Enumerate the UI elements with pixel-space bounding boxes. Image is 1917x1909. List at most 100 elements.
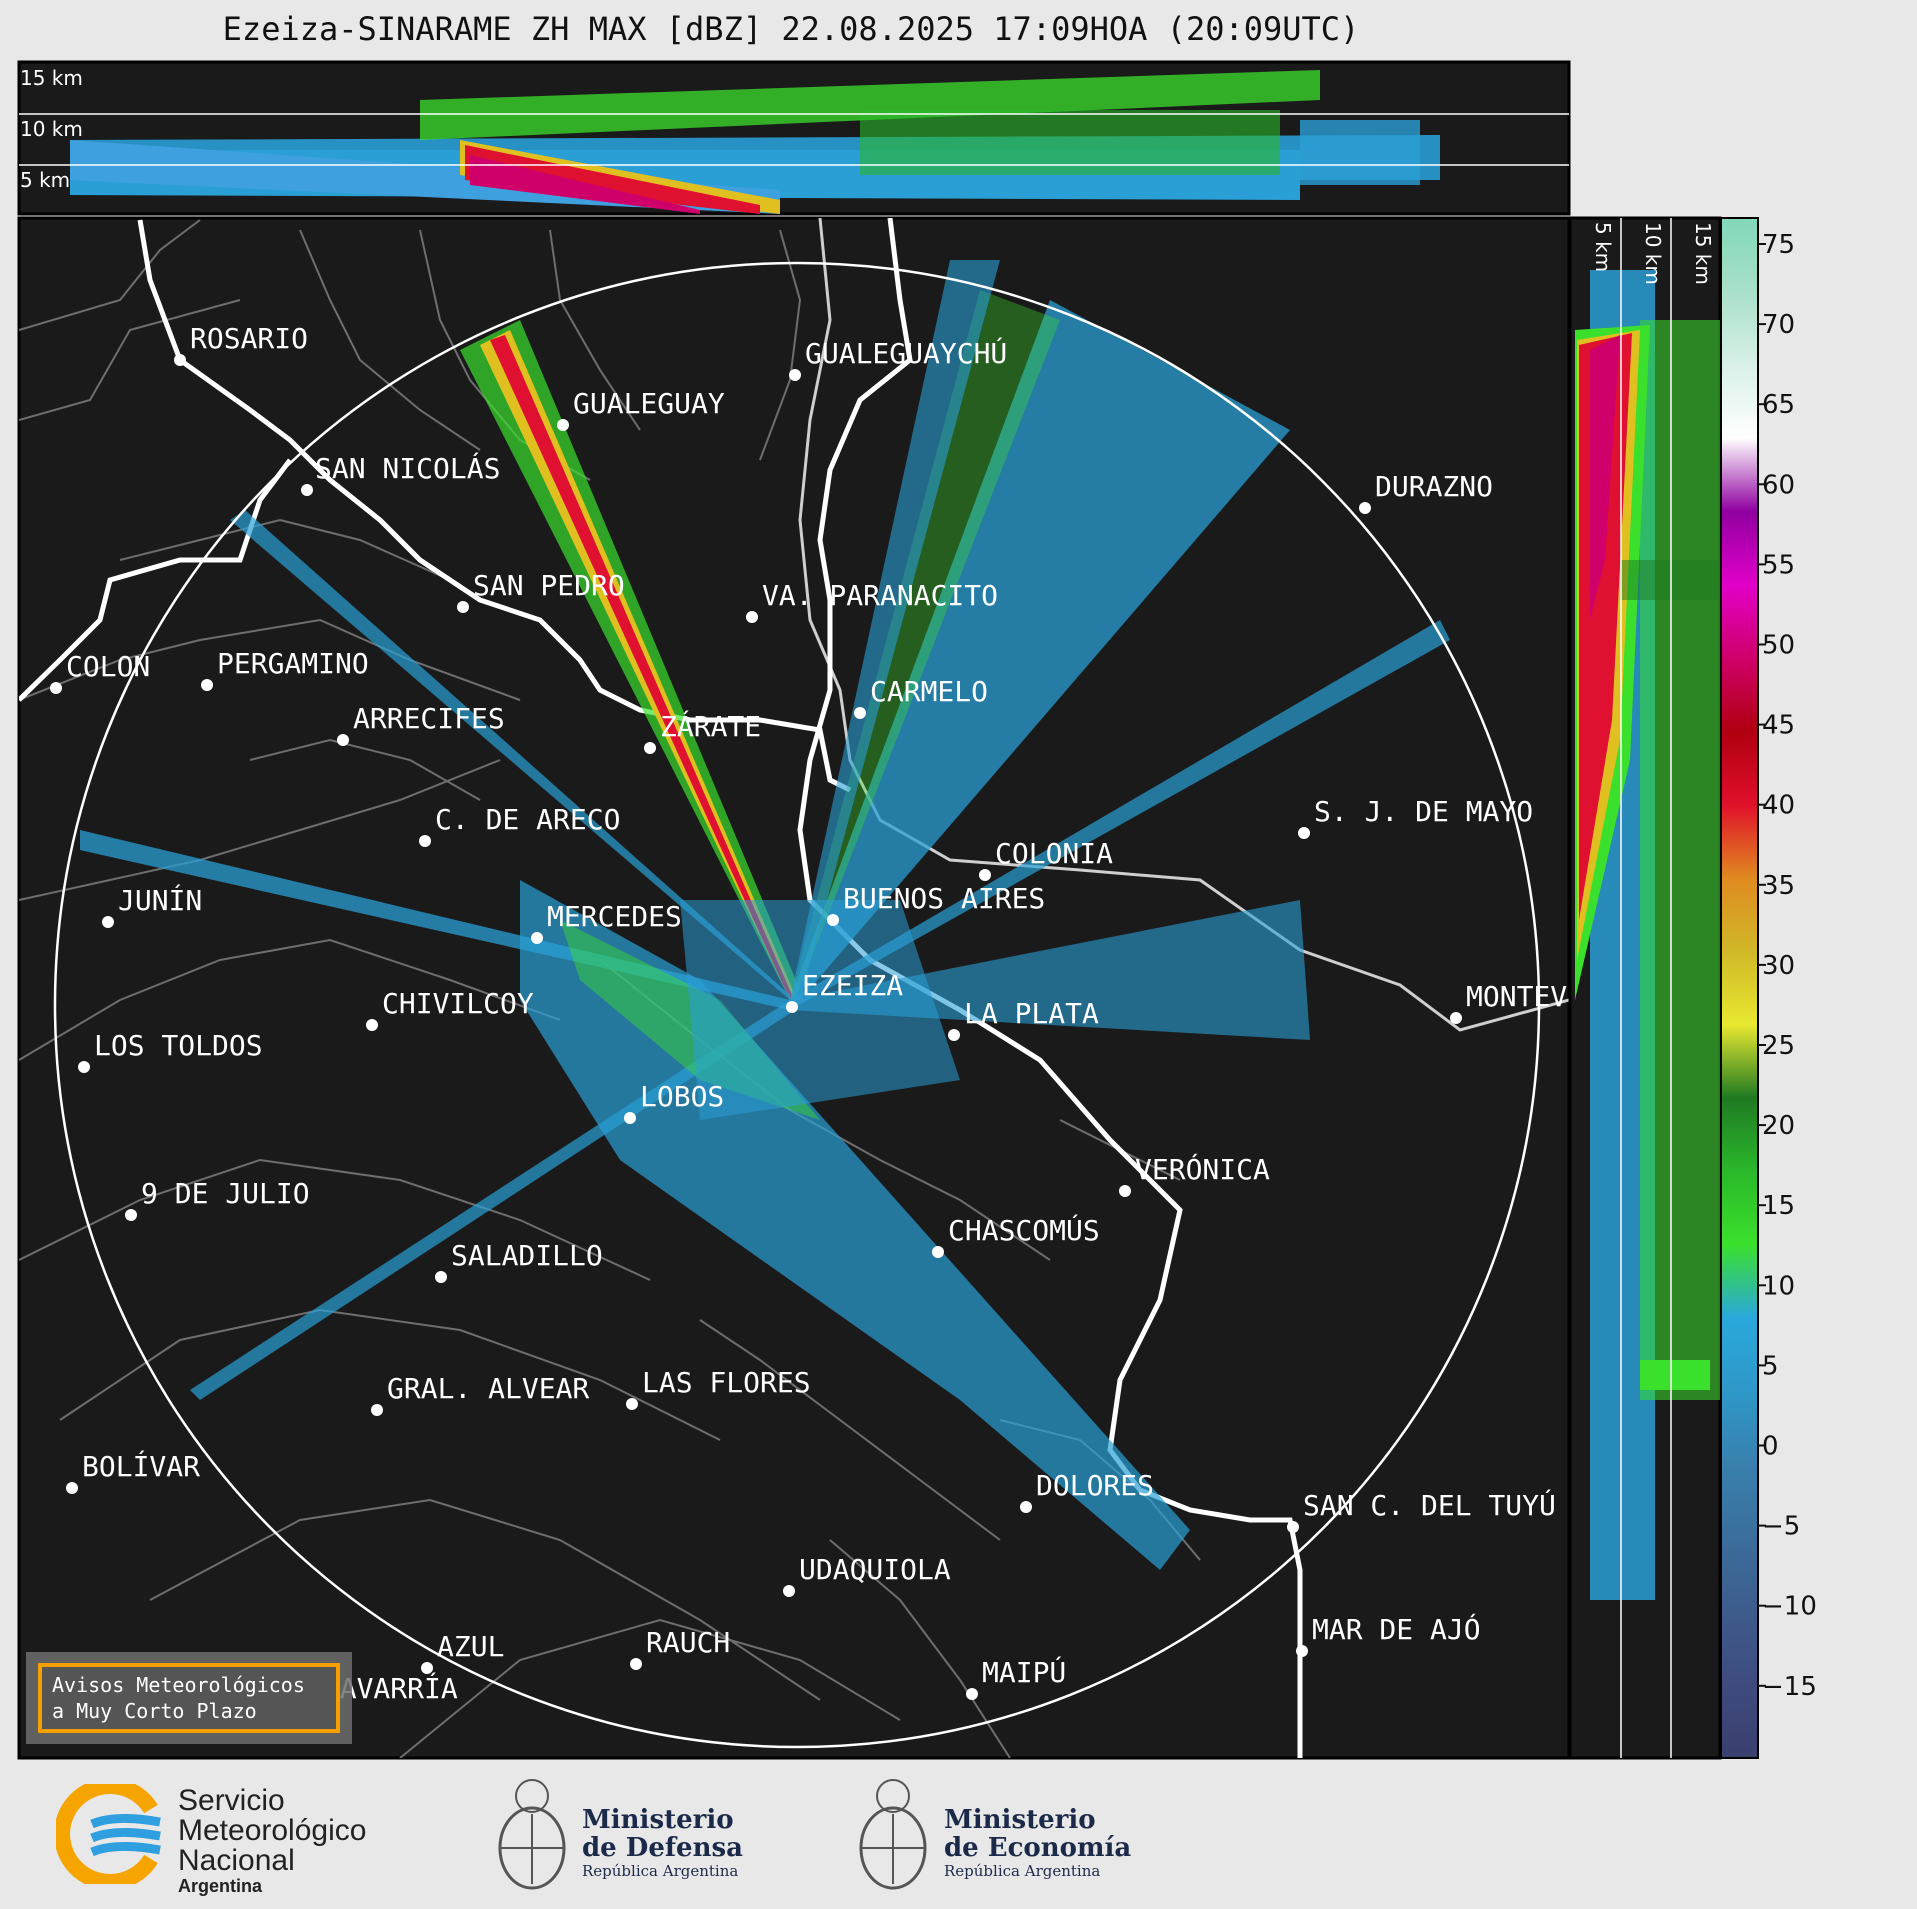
city-marker-group: EZEIZA xyxy=(786,969,903,1013)
city-marker-group: COLON xyxy=(50,650,150,694)
city-marker-group: JUNÍN xyxy=(102,883,202,928)
city-marker-group: MERCEDES xyxy=(531,900,682,944)
city-marker-group: VERÓNICA xyxy=(1119,1152,1270,1197)
city-marker-group: DOLORES xyxy=(1020,1469,1154,1513)
city-marker xyxy=(301,484,313,496)
city-marker xyxy=(932,1246,944,1258)
map-panel: ROSARIO GUALEGUAYCHÚ GUALEGUAY SAN NICOLÁS D… xyxy=(17,216,1635,1760)
city-label: BUENOS AIRES xyxy=(843,882,1045,915)
city-marker xyxy=(979,869,991,881)
city-label: COLON xyxy=(66,650,150,683)
city-label: SAN PEDRO xyxy=(473,569,625,602)
city-marker xyxy=(854,707,866,719)
city-label: C. DE ARECO xyxy=(435,803,620,836)
city-label: CHIVILCOY xyxy=(382,987,534,1020)
city-label: GUALEGUAY xyxy=(573,387,725,420)
city-label: S. J. DE MAYO xyxy=(1314,795,1533,828)
city-label: PERGAMINO xyxy=(217,647,369,680)
city-label: LA PLATA xyxy=(964,997,1099,1030)
colorbar-tick-label: 70 xyxy=(1762,310,1795,340)
city-marker xyxy=(174,354,186,366)
city-marker-group: SAN NICOLÁS xyxy=(301,451,500,496)
city-marker xyxy=(1296,1645,1308,1657)
city-marker xyxy=(557,419,569,431)
defensa-logo-text: Ministerio de Defensa República Argentin… xyxy=(582,1806,743,1880)
city-marker-group: SAN C. DEL TUYÚ xyxy=(1287,1488,1556,1533)
colorbar-tick-label: 30 xyxy=(1762,951,1795,981)
city-label: CHASCOMÚS xyxy=(948,1213,1100,1247)
city-label: SAN NICOLÁS xyxy=(315,451,500,485)
city-label: JUNÍN xyxy=(118,883,202,917)
colorbar-tick-label: 10 xyxy=(1762,1271,1795,1301)
city-marker-group: 9 DE JULIO xyxy=(125,1177,310,1221)
coastline-and-provincial-border xyxy=(19,218,1303,1758)
city-marker xyxy=(457,601,469,613)
colorbar-tick-label: 55 xyxy=(1762,550,1795,580)
city-label: LOBOS xyxy=(640,1080,724,1113)
city-marker-group: BUENOS AIRES xyxy=(827,882,1045,926)
city-label: BOLÍVAR xyxy=(82,1449,200,1483)
city-marker-group: ARRECIFES xyxy=(337,702,505,746)
city-marker-group: LOS TOLDOS xyxy=(78,1029,263,1073)
colorbar-tick-label: 35 xyxy=(1762,871,1795,901)
city-marker-group: SALADILLO xyxy=(435,1239,603,1283)
city-marker-group: VA. PARANACITO xyxy=(746,579,998,623)
city-label: DOLORES xyxy=(1036,1469,1154,1502)
colorbar-tick-label: −10 xyxy=(1762,1592,1817,1622)
city-label: ARRECIFES xyxy=(353,702,505,735)
city-label: MAIPÚ xyxy=(982,1655,1066,1689)
range-ring xyxy=(53,261,1541,1749)
colorbar-tick-label: 5 xyxy=(1762,1351,1779,1381)
city-marker-group: LA PLATA xyxy=(948,997,1099,1041)
colorbar-tick-label: 65 xyxy=(1762,390,1795,420)
city-marker xyxy=(366,1019,378,1031)
economia-logo-text: Ministerio de Economía República Argenti… xyxy=(944,1806,1131,1880)
city-label: GRAL. ALVEAR xyxy=(387,1372,589,1405)
city-marker xyxy=(419,835,431,847)
city-label: LOS TOLDOS xyxy=(94,1029,263,1062)
city-marker-group: CARMELO xyxy=(854,675,988,719)
coat-of-arms-icon xyxy=(859,1779,927,1890)
city-marker xyxy=(1359,502,1371,514)
city-label: ZÁRATE xyxy=(660,709,761,743)
city-label: CARMELO xyxy=(870,675,988,708)
city-marker xyxy=(1450,1012,1462,1024)
city-marker xyxy=(1020,1501,1032,1513)
city-label: COLONIA xyxy=(995,837,1113,870)
warning-badge-line1: Avisos Meteorológicos xyxy=(52,1673,305,1697)
side-altitude-label-5km: 5 km xyxy=(1591,222,1615,272)
city-marker xyxy=(1298,827,1310,839)
city-marker-group: SAN PEDRO xyxy=(457,569,625,613)
city-marker-group: CHASCOMÚS xyxy=(932,1213,1100,1258)
city-marker-group: MONTEVIDEO xyxy=(1450,980,1635,1024)
city-marker xyxy=(1287,1521,1299,1533)
city-marker-group: LAS FLORES xyxy=(626,1366,811,1410)
colorbar-tick-label: 45 xyxy=(1762,711,1795,741)
footer-logos: Servicio Meteorológico Nacional Argentin… xyxy=(0,1762,1917,1909)
city-marker xyxy=(966,1688,978,1700)
warning-badge-line2: a Muy Corto Plazo xyxy=(52,1699,257,1723)
city-label: ROSARIO xyxy=(190,322,308,355)
city-marker xyxy=(827,914,839,926)
city-marker xyxy=(783,1585,795,1597)
defensa-line3: República Argentina xyxy=(582,1862,739,1880)
colorbar-tick-label: 25 xyxy=(1762,1031,1795,1061)
city-marker xyxy=(630,1658,642,1670)
city-marker-group: DURAZNO xyxy=(1359,470,1493,514)
city-marker-group: LOBOS xyxy=(624,1080,724,1124)
city-marker-group: CHIVILCOY xyxy=(366,987,534,1031)
top-altitude-label-10km: 10 km xyxy=(20,117,83,141)
city-marker-group: MAR DE AJÓ xyxy=(1296,1612,1481,1657)
warning-badge[interactable]: Avisos Meteorológicos a Muy Corto Plazo xyxy=(38,1663,340,1733)
city-marker-group: UDAQUIOLA xyxy=(783,1553,951,1597)
city-label: DURAZNO xyxy=(1375,470,1493,503)
city-marker xyxy=(125,1209,137,1221)
side-cross-section-panel: 5 km 10 km 15 km xyxy=(1568,216,1722,1760)
city-marker-group: GRAL. ALVEAR xyxy=(371,1372,589,1416)
city-label: MONTEVIDEO xyxy=(1466,980,1635,1013)
city-marker xyxy=(66,1482,78,1494)
smn-line1: Servicio xyxy=(178,1784,285,1817)
city-label: LAS FLORES xyxy=(642,1366,811,1399)
